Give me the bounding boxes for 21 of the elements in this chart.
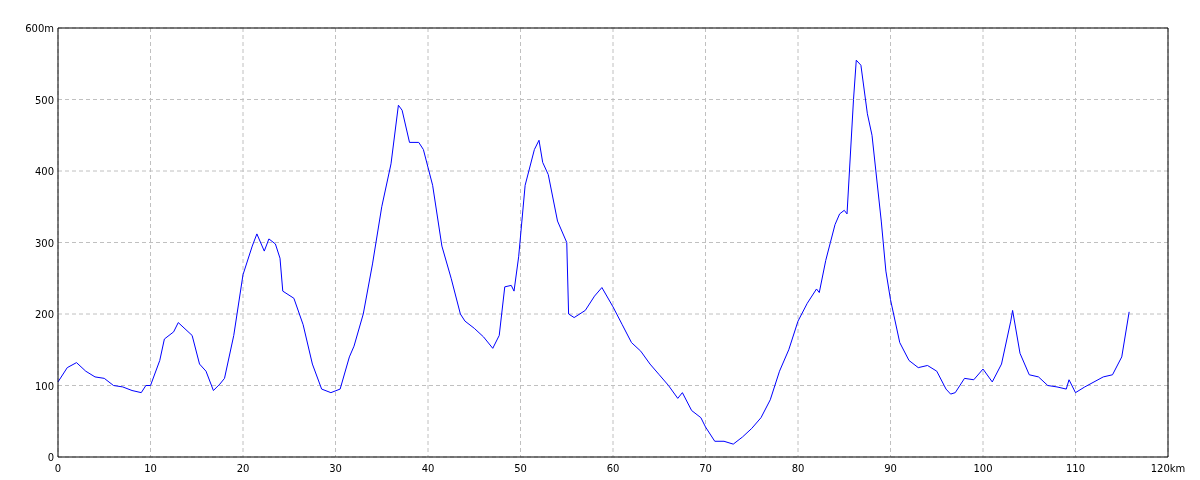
x-tick-label: 30 bbox=[329, 463, 342, 474]
x-tick-label: 90 bbox=[884, 463, 897, 474]
x-tick-label: 20 bbox=[236, 463, 250, 474]
y-tick-label: 200 bbox=[34, 309, 54, 320]
x-tick-label: 80 bbox=[791, 463, 805, 474]
x-tick-label: 110 bbox=[1065, 463, 1086, 474]
y-tick-label: 600m bbox=[25, 23, 54, 34]
x-tick-label: 60 bbox=[606, 463, 620, 474]
y-tick-label: 500 bbox=[34, 94, 54, 106]
y-tick-label: 400 bbox=[34, 166, 54, 177]
x-tick-label: 0 bbox=[54, 463, 62, 474]
x-tick-label: 40 bbox=[421, 463, 435, 474]
line-series bbox=[57, 59, 1130, 445]
x-tick-label: 70 bbox=[699, 463, 712, 474]
x-tick-label: 50 bbox=[514, 463, 527, 474]
x-tick-label: 10 bbox=[144, 463, 157, 474]
y-tick-label: 300 bbox=[34, 237, 54, 249]
x-tick-label: 100 bbox=[973, 463, 993, 474]
y-tick-label: 100 bbox=[34, 380, 54, 392]
x-tick-label: 120km bbox=[1150, 463, 1186, 474]
y-tick-label: 0 bbox=[47, 452, 54, 463]
